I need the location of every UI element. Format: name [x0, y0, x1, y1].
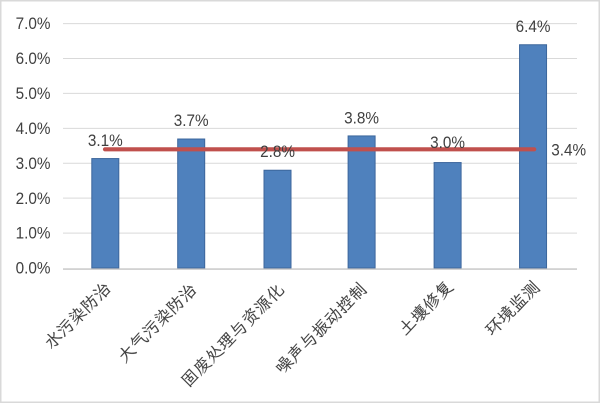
svg-text:3.0%: 3.0%	[16, 155, 51, 173]
svg-text:2.8%: 2.8%	[260, 143, 295, 161]
svg-text:7.0%: 7.0%	[16, 16, 51, 34]
svg-text:1.0%: 1.0%	[16, 225, 51, 243]
svg-text:3.8%: 3.8%	[344, 110, 379, 128]
svg-text:3.1%: 3.1%	[88, 133, 123, 151]
svg-text:3.7%: 3.7%	[174, 112, 209, 130]
svg-text:2.0%: 2.0%	[16, 190, 51, 208]
svg-text:5.0%: 5.0%	[16, 86, 51, 104]
svg-text:6.4%: 6.4%	[516, 18, 551, 36]
svg-text:4.0%: 4.0%	[16, 120, 51, 138]
svg-text:3.4%: 3.4%	[551, 142, 586, 160]
svg-text:3.0%: 3.0%	[430, 134, 465, 152]
svg-text:0.0%: 0.0%	[16, 260, 51, 278]
svg-text:6.0%: 6.0%	[16, 51, 51, 69]
